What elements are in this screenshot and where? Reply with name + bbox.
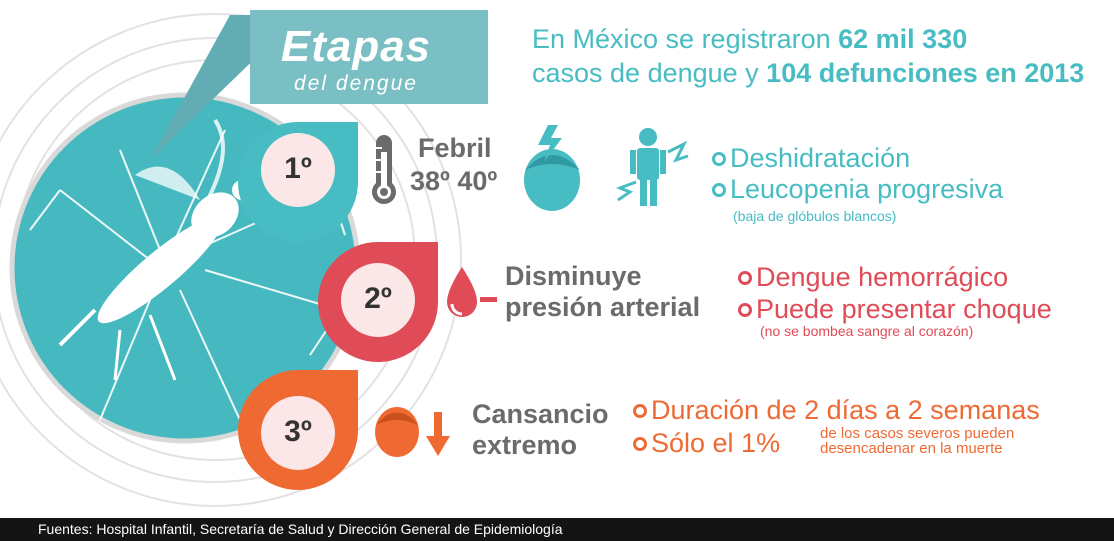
stage-1-item-1-text: Deshidratación [730,143,911,173]
stage-1-number: 1º [284,152,312,185]
lightning-person-icon [615,128,689,206]
stage-2-item-2: Puede presentar choque [738,294,1052,325]
bullet-icon [633,436,647,451]
title-banner [150,10,488,160]
title-main: Etapas [280,22,432,71]
stage-3-number: 3º [284,415,312,448]
stage-2-badge [318,242,438,362]
stage-3-note-line-1: de los casos severos pueden [820,425,1015,442]
stage-2-label-line-1: Disminuye [505,261,642,291]
stage-3-item-2: Sólo el 1% [633,428,780,459]
headline-line-1: En México se registraron 62 mil 330 [532,22,1084,56]
stage-1-note: (baja de glóbulos blancos) [733,208,897,224]
stage-3-note: de los casos severos pueden desencadenar… [820,426,1014,456]
title-sub: del dengue [294,72,418,95]
stage-3-item-2-text: Sólo el 1% [651,428,781,458]
stage-3-note-line-2: desencadenar en la muerte [820,440,1003,457]
blood-drop-minus-icon [447,267,497,317]
stage-1-label: Febril 38º 40º [410,132,497,198]
stage-3-label: Cansancio extremo [472,399,609,461]
thermometer-icon [372,135,396,204]
stage-3-item-1: Duración de 2 días a 2 semanas [633,395,1040,426]
stage-1-item-1: Deshidratación [712,143,910,174]
stage-2-item-1-text: Dengue hemorrágico [756,262,1009,292]
stage-1-label-line-1: Febril [418,133,492,163]
bullet-icon [738,270,752,285]
stage-3-item-1-text: Duración de 2 días a 2 semanas [651,395,1040,425]
stage-3-label-line-2: extremo [472,430,578,460]
stage-2-note: (no se bombea sangre al corazón) [760,323,974,339]
stage-1-label-line-2: 38º 40º [410,166,498,196]
stage-2-number: 2º [364,282,392,315]
bullet-icon [738,302,752,317]
headline-line-2-text: casos de dengue y [532,58,767,88]
headline-line-1-text: En México se registraron [532,24,839,54]
stage-2-label: Disminuye presión arterial [505,261,700,323]
head-down-arrow-icon [375,407,450,457]
stage-1-item-2: Leucopenia progresiva [712,174,1003,205]
headline-line-2: casos de dengue y 104 defunciones en 201… [532,56,1084,90]
stage-1-badge [238,122,358,242]
stage-2-item-1: Dengue hemorrágico [738,262,1008,293]
bullet-icon [712,151,726,166]
bullet-icon [712,182,726,197]
bullet-icon [633,403,647,418]
stage-2-label-line-2: presión arterial [505,292,701,322]
fevered-head-icon [524,125,580,211]
footer-bar: Fuentes: Hospital Infantil, Secretaría d… [0,518,1114,541]
stage-3-label-line-1: Cansancio [472,399,609,429]
stage-1-item-2-text: Leucopenia progresiva [730,174,1004,204]
headline-line-1-bold: 62 mil 330 [838,24,968,54]
stage-3-badge [238,370,358,490]
headline: En México se registraron 62 mil 330 caso… [532,22,1084,90]
stage-2-item-2-text: Puede presentar choque [756,294,1052,324]
mosquito-icon [29,118,346,421]
footer-sources: Fuentes: Hospital Infantil, Secretaría d… [38,521,563,537]
headline-line-2-bold: 104 defunciones en 2013 [766,58,1085,88]
